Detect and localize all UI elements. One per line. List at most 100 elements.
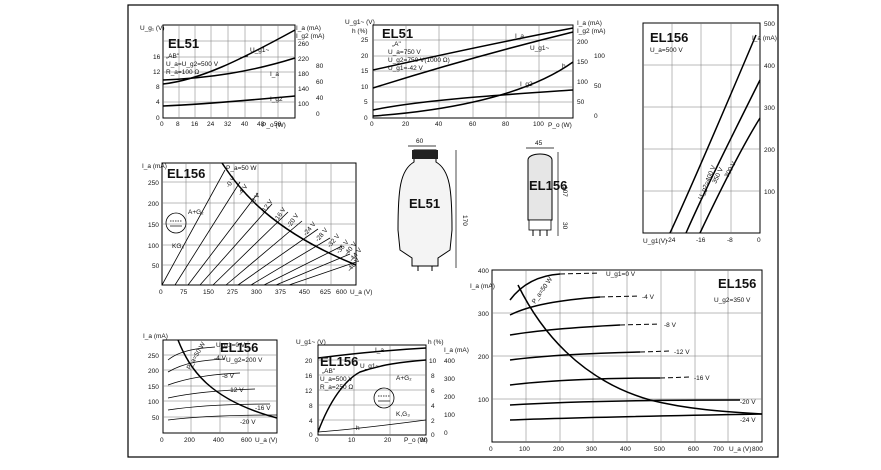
- panel-h-xlabel: U_a (V): [255, 437, 277, 444]
- panel-h-ytick: 250: [148, 353, 159, 360]
- panel-h-title: EL156: [220, 340, 258, 355]
- panel-d-socket-k: KG₃: [172, 243, 184, 250]
- panel-e-dim-top: 60: [416, 138, 424, 145]
- tube-socket-symbol-2: [373, 387, 395, 409]
- panel-i-ia-tick: 100: [444, 412, 455, 419]
- panel-i-title: EL156: [320, 354, 358, 369]
- panel-e-dim-side: 170: [461, 215, 468, 226]
- panel-d-curve-label: -8 V: [249, 192, 262, 206]
- panel-a-ytick: 8: [156, 84, 160, 91]
- panel-a-curve-ug1: U_g1~: [250, 47, 270, 54]
- panel-i-ylabel: U_g1~ (V): [296, 339, 326, 346]
- panel-b-ia-tick: 150: [577, 59, 588, 66]
- panel-h-curve-label: P_a=50 W: [186, 340, 208, 371]
- panel-g-xtick: 100: [519, 446, 530, 453]
- panel-d-curve-label: -28 V: [314, 226, 330, 243]
- panel-b-xtick: 40: [435, 121, 443, 128]
- panel-g-ylabel: I_a (mA): [470, 283, 495, 290]
- panel-i-curve-ia: I_a: [375, 347, 384, 354]
- panel-a-xtick: 0: [160, 121, 164, 128]
- panel-a-cond-1: „AB": [166, 53, 180, 60]
- panel-h-xtick: 600: [241, 437, 252, 444]
- panel-d-xtick: 600: [336, 289, 347, 296]
- panel-i-ia-tick: 400: [444, 358, 455, 365]
- panel-a-ig2-tick: 60: [316, 79, 324, 86]
- panel-i-h-label: h (%): [428, 339, 444, 346]
- panel-d-xtick: 75: [180, 289, 188, 296]
- panel-i-ytick: 4: [309, 418, 313, 425]
- panel-a-ig2-label: I_g2 (mA): [296, 33, 325, 40]
- panel-e-title: EL51: [409, 196, 440, 211]
- panel-f-dim-top: 45: [535, 140, 543, 147]
- panel-i-xtick: 10: [348, 437, 356, 444]
- panel-i-ia-tick: 200: [444, 394, 455, 401]
- panel-b-ia-tick: 50: [577, 99, 585, 106]
- panel-h-ylabel: I_a (mA): [143, 333, 168, 340]
- panel-b-ytick: 20: [361, 53, 369, 60]
- panel-d-xlabel: U_a (V): [350, 289, 372, 296]
- panel-i-ytick: 12: [305, 388, 313, 395]
- panel-b-ig2-tick: 0: [594, 113, 598, 120]
- panel-f-dim-side: 107: [561, 186, 568, 197]
- panel-i-xlabel: P_o (W): [404, 437, 428, 444]
- panel-a-ia-tick: 220: [298, 56, 309, 63]
- panel-b-xlabel: P_o (W): [548, 122, 572, 129]
- panel-b-cond-2: U_a=750 V: [388, 49, 421, 56]
- panel-b-cond-1: „A": [392, 41, 402, 48]
- panel-g-xtick: 600: [688, 446, 699, 453]
- panel-h-ytick: 50: [152, 415, 160, 422]
- panel-b-ytick: 15: [361, 68, 369, 75]
- panel-i-ytick: 16: [305, 373, 313, 380]
- panel-g-curve-label: U_g1=0 V: [606, 271, 636, 278]
- panel-b-xtick: 60: [469, 121, 477, 128]
- panel-a-ia-tick: 100: [298, 101, 309, 108]
- panel-b-xtick: 20: [402, 121, 410, 128]
- panel-a-xtick: 32: [224, 121, 232, 128]
- panel-h-curve-label: U_g1=0 V: [216, 342, 246, 349]
- panel-g-xtick: 700: [713, 446, 724, 453]
- panel-a-xtick: 24: [207, 121, 215, 128]
- panel-b-curve-h: h: [562, 63, 566, 70]
- panel-d-xtick: 150: [203, 289, 214, 296]
- panel-i-ytick: 20: [305, 358, 313, 365]
- panel-el156-200v: EL156 U_g2=200 V I_a (mA) U_a (V) U_g1=0…: [143, 333, 278, 444]
- panel-b-curve-ia: I_a: [515, 33, 524, 40]
- panel-b-cond-3: U_g2=750 V(1000 Ω): [388, 57, 450, 64]
- panel-f-dim-base: 30: [561, 222, 568, 230]
- panel-a-xtick: 40: [241, 121, 249, 128]
- panel-g-ytick: 100: [478, 397, 489, 404]
- panel-a-curve-ia: I_a: [270, 71, 279, 78]
- panel-d-xtick: 300: [251, 289, 262, 296]
- panel-g-ytick: 300: [478, 311, 489, 318]
- tube-socket-symbol: [165, 212, 187, 234]
- panel-b-ia-label: I_a (mA): [577, 20, 602, 27]
- panel-a-xtick: 56: [274, 121, 282, 128]
- panel-a-curve-ig2: I_g2: [270, 96, 283, 103]
- panel-h-curve-label: -20 V: [240, 419, 256, 426]
- panel-a-ytick: 4: [156, 99, 160, 106]
- panel-i-xtick: 0: [315, 437, 319, 444]
- panel-b-ia-tick: 100: [577, 79, 588, 86]
- panel-h-curve-label: -12 V: [228, 387, 244, 394]
- panel-g-condition: U_g2=350 V: [714, 297, 751, 304]
- panel-a-ig2-tick: 40: [316, 95, 324, 102]
- panel-a-ytick: 12: [153, 69, 161, 76]
- panel-b-ig2-tick: 50: [594, 83, 602, 90]
- panel-i-ytick: 0: [309, 432, 313, 439]
- panel-c-title: EL156: [650, 30, 688, 45]
- panel-a-ig2-tick: 80: [316, 63, 324, 70]
- panel-h-xtick: 200: [184, 437, 195, 444]
- panel-a-xtick: 48: [257, 121, 265, 128]
- panel-el51-ab: EL51 „AB" U_a=U_g2=500 V R_a=100 Ω U_g₁ …: [140, 24, 325, 129]
- panel-g-xtick: 500: [654, 446, 665, 453]
- panel-b-ytick: 0: [364, 115, 368, 122]
- panel-h-curve-label: -16 V: [255, 405, 271, 412]
- panel-g-curve-label: -24 V: [740, 417, 756, 424]
- panel-d-title: EL156: [167, 166, 205, 181]
- panel-i-curve-h: h: [356, 425, 360, 432]
- panel-el51-outline: 60 170 EL51: [397, 138, 468, 271]
- panel-i-h-tick: 8: [431, 373, 435, 380]
- panel-i-h-tick: 2: [431, 418, 435, 425]
- panel-d-curve-label: -12 V: [260, 198, 275, 215]
